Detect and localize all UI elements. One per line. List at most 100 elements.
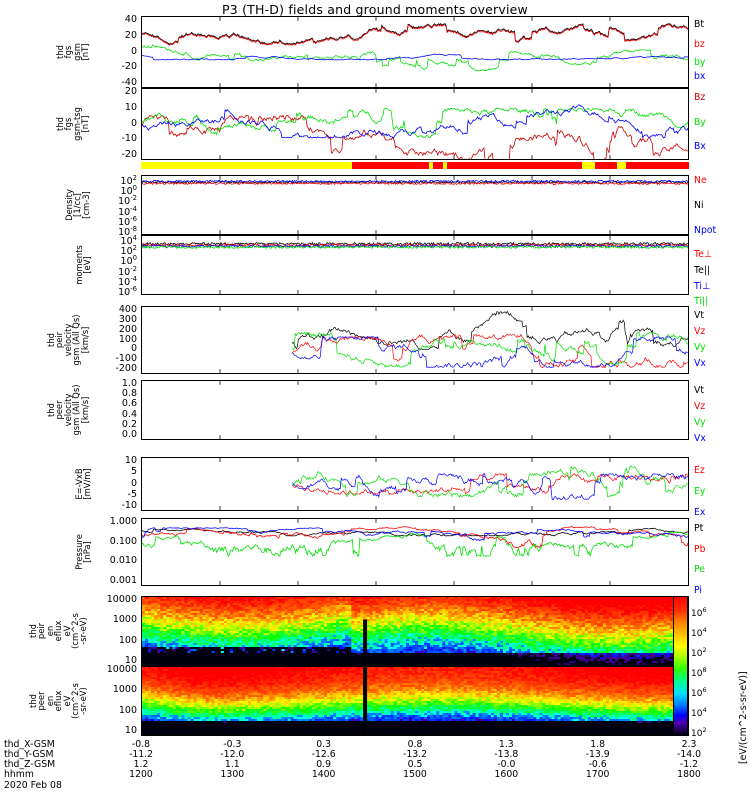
- panel-peir-eflux: [141, 596, 689, 666]
- axis-tick-value: -0.0: [497, 759, 516, 770]
- colorbar-tick-label: 102: [691, 646, 707, 659]
- colorbar-tick-label: 106: [691, 606, 707, 619]
- status-segment: [625, 162, 689, 169]
- axis-tick-value: 1200: [129, 769, 153, 780]
- y-axis-title-fgs-gsm-tsg: thd fgs gsm-tsg [nT]: [55, 76, 90, 172]
- y-tick-label: 0.4: [121, 408, 137, 420]
- y-tick-label: 0: [130, 477, 137, 489]
- panel-plot-area-pressure: [142, 519, 688, 585]
- colorbar-tick-label: 104: [691, 626, 707, 639]
- axis-tick-value: 0.8: [407, 739, 423, 750]
- axis-row-name-thd-z-gsm: thd_Z-GSM: [4, 759, 56, 770]
- y-tick-label: 10-4: [118, 274, 137, 288]
- axis-tick-value: 1700: [585, 769, 610, 780]
- status-segment: [443, 162, 447, 169]
- panel-peer-eflux: [141, 666, 689, 736]
- panel-plot-area-peer-velocity: [219, 381, 611, 439]
- panel-plot-area-fgs-gsm: [142, 17, 688, 87]
- legend-label-vy: Vy: [694, 417, 706, 428]
- y-axis-title-line: eflux: [52, 690, 63, 712]
- axis-tick-value: -14.0: [676, 749, 702, 760]
- y-tick-label: 10-2: [118, 264, 137, 278]
- panel-pressure: [141, 518, 689, 586]
- legend-label-ti: Ti||: [694, 296, 709, 307]
- legend-label-vx: Vx: [694, 358, 706, 369]
- panel-plot-area-fgs-gsm-tsg: [142, 89, 688, 159]
- legend-label-te: Te⊥: [694, 249, 712, 260]
- axis-tick-value: 1300: [220, 769, 245, 780]
- y-tick-label: 104: [120, 234, 137, 248]
- axis-tick-value: 1.2: [133, 759, 149, 770]
- legend-label-by: By: [694, 117, 706, 128]
- y-axis-title-peer-eflux: thd peer en eflux eV (cm^2-s -sr-eV): [28, 654, 88, 748]
- legend-label-pi: Pi: [694, 585, 702, 596]
- y-tick-label: 40: [124, 14, 137, 25]
- colorbar-tick-label: 104: [691, 706, 707, 719]
- legend-label-bx: bx: [694, 71, 706, 82]
- panel-efield: [141, 457, 689, 511]
- legend-label-vt: Vt: [694, 385, 705, 396]
- legend-label-bz: bz: [694, 39, 705, 50]
- axis-row-name-thd-x-gsm: thd_X-GSM: [4, 739, 55, 750]
- axis-tick-value: -13.8: [494, 749, 519, 760]
- axis-tick-value: -11.2: [128, 749, 154, 760]
- colorbar-tick-label: 108: [691, 666, 707, 679]
- panel-peer-velocity: [141, 380, 689, 440]
- y-tick-label: 10-2: [118, 194, 137, 208]
- page-title: P3 (TH-D) fields and ground moments over…: [222, 2, 528, 17]
- y-tick-label: 10: [124, 655, 137, 666]
- y-tick-label: 10: [124, 725, 137, 736]
- y-tick-label: -200: [115, 363, 137, 374]
- y-tick-label: 100: [118, 333, 137, 345]
- axis-tick-value: 1500: [403, 769, 427, 780]
- y-tick-label: 10-8: [118, 225, 137, 239]
- y-tick-label: 0.0: [121, 429, 137, 440]
- y-tick-label: 0.001: [109, 575, 137, 586]
- y-tick-label: 20: [124, 86, 137, 97]
- status-segment: [433, 162, 444, 169]
- colorbar-label: [eV/(cm^2-s-sr-eV)]: [738, 671, 749, 764]
- axis-tick-value: -1.2: [679, 759, 699, 770]
- panel-plot-area-temperature: [142, 236, 688, 294]
- y-tick-label: 100: [118, 634, 137, 646]
- legend-label-ti: Ti⊥: [694, 281, 711, 292]
- panel-fgs-gsm: [141, 16, 689, 88]
- status-segment: [428, 162, 434, 169]
- y-tick-label: 10: [124, 101, 137, 113]
- panel-plot-area-efield: [219, 458, 688, 510]
- status-segment: [616, 162, 626, 169]
- axis-tick-value: -12.6: [311, 749, 336, 760]
- axis-tick-value: -0.3: [223, 739, 242, 750]
- legend-label-npot: Npot: [694, 225, 717, 236]
- panel-plot-area-peer-eflux: [142, 667, 688, 735]
- status-segment: [446, 162, 583, 169]
- legend-label-pb: Pb: [694, 544, 706, 555]
- y-tick-label: 10000: [106, 664, 137, 675]
- y-tick-label: 5: [130, 466, 137, 478]
- date-label: 2020 Feb 08: [4, 780, 62, 791]
- y-tick-label: -20: [121, 61, 137, 73]
- y-tick-label: -5: [127, 488, 137, 500]
- axis-tick-value: 1400: [311, 769, 336, 780]
- y-tick-label: 0: [130, 117, 137, 129]
- legend-label-pe: Pe: [694, 564, 705, 575]
- axis-tick-value: 1600: [494, 769, 519, 780]
- panel-temperature: [141, 235, 689, 295]
- axis-tick-value: 0.9: [316, 759, 332, 770]
- axis-tick-value: -13.2: [402, 749, 428, 760]
- y-tick-label: 200: [118, 323, 137, 335]
- y-tick-label: 102: [120, 244, 137, 258]
- panel-density: [141, 175, 689, 235]
- axis-tick-value: 2.3: [681, 739, 697, 750]
- y-tick-label: 1000: [112, 614, 137, 626]
- panel-fgs-gsm-tsg: [141, 88, 689, 160]
- legend-label-ey: Ey: [694, 486, 706, 497]
- y-tick-label: 0.6: [121, 398, 137, 410]
- y-tick-label: 100: [118, 704, 137, 716]
- y-tick-label: 10: [124, 455, 137, 466]
- color-scale-bar: [673, 596, 688, 736]
- legend-label-te: Te||: [694, 265, 711, 276]
- legend-label-vz: Vz: [694, 326, 706, 337]
- axis-tick-value: -12.0: [220, 749, 245, 760]
